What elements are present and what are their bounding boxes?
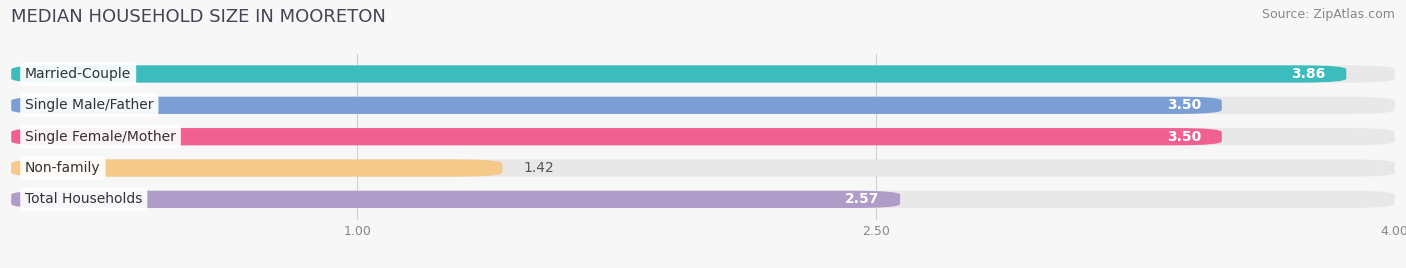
FancyBboxPatch shape [11,97,1222,114]
Text: 3.50: 3.50 [1167,130,1201,144]
FancyBboxPatch shape [11,65,1395,83]
FancyBboxPatch shape [11,191,1395,208]
FancyBboxPatch shape [11,128,1222,145]
Text: MEDIAN HOUSEHOLD SIZE IN MOORETON: MEDIAN HOUSEHOLD SIZE IN MOORETON [11,8,387,26]
Text: Single Male/Father: Single Male/Father [25,98,153,112]
Text: 1.42: 1.42 [523,161,554,175]
FancyBboxPatch shape [11,65,1347,83]
Text: 3.86: 3.86 [1291,67,1326,81]
Text: Married-Couple: Married-Couple [25,67,131,81]
Text: 2.57: 2.57 [845,192,879,206]
Text: Non-family: Non-family [25,161,101,175]
Text: Source: ZipAtlas.com: Source: ZipAtlas.com [1261,8,1395,21]
Text: Single Female/Mother: Single Female/Mother [25,130,176,144]
FancyBboxPatch shape [11,128,1395,145]
Text: Total Households: Total Households [25,192,142,206]
FancyBboxPatch shape [11,191,900,208]
Text: 3.50: 3.50 [1167,98,1201,112]
FancyBboxPatch shape [11,159,502,177]
FancyBboxPatch shape [11,159,1395,177]
FancyBboxPatch shape [11,97,1395,114]
